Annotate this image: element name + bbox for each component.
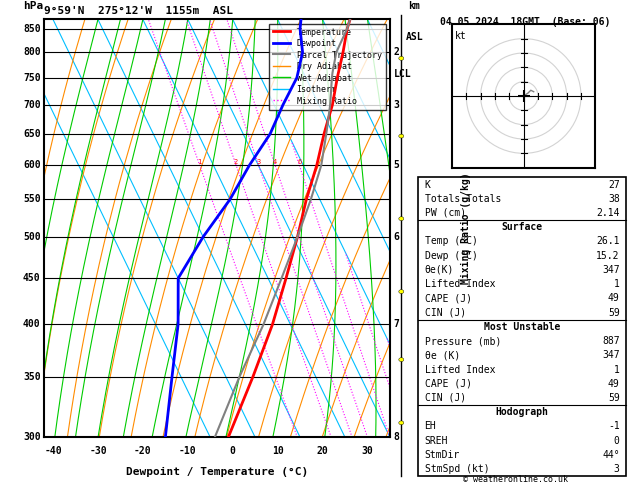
Text: 10: 10 <box>272 446 284 456</box>
Text: 550: 550 <box>23 194 40 205</box>
Text: 30: 30 <box>362 446 374 456</box>
Text: © weatheronline.co.uk: © weatheronline.co.uk <box>464 474 568 484</box>
Text: 1: 1 <box>614 364 620 375</box>
Text: 20: 20 <box>317 446 328 456</box>
Text: hPa: hPa <box>23 1 43 11</box>
Text: 600: 600 <box>23 160 40 170</box>
Text: 500: 500 <box>23 232 40 242</box>
Text: K: K <box>425 179 430 190</box>
Text: Dewp (°C): Dewp (°C) <box>425 251 477 260</box>
Text: 8: 8 <box>394 433 399 442</box>
Text: CAPE (J): CAPE (J) <box>425 379 472 389</box>
Text: 0: 0 <box>614 435 620 446</box>
Text: 59: 59 <box>608 393 620 403</box>
Text: 04.05.2024  18GMT  (Base: 06): 04.05.2024 18GMT (Base: 06) <box>440 17 610 27</box>
Text: Most Unstable: Most Unstable <box>484 322 560 332</box>
Text: 350: 350 <box>23 372 40 382</box>
Text: 650: 650 <box>23 129 40 139</box>
Text: θe(K): θe(K) <box>425 265 454 275</box>
Text: -20: -20 <box>134 446 152 456</box>
Text: Surface: Surface <box>501 222 543 232</box>
Text: 9°59'N  275°12'W  1155m  ASL: 9°59'N 275°12'W 1155m ASL <box>44 6 233 16</box>
Text: 4: 4 <box>273 159 277 165</box>
Text: 27: 27 <box>608 179 620 190</box>
Text: StmDir: StmDir <box>425 450 460 460</box>
Text: -1: -1 <box>608 421 620 432</box>
Text: θe (K): θe (K) <box>425 350 460 360</box>
Legend: Temperature, Dewpoint, Parcel Trajectory, Dry Adiabat, Wet Adiabat, Isotherm, Mi: Temperature, Dewpoint, Parcel Trajectory… <box>269 24 386 110</box>
Text: LCL: LCL <box>394 69 411 79</box>
Text: 26.1: 26.1 <box>596 236 620 246</box>
Text: 15.2: 15.2 <box>596 251 620 260</box>
Text: 7: 7 <box>394 319 399 330</box>
Text: km: km <box>408 1 420 11</box>
Text: 2: 2 <box>394 47 399 57</box>
Text: 3: 3 <box>614 464 620 474</box>
Text: Pressure (mb): Pressure (mb) <box>425 336 501 346</box>
Text: EH: EH <box>425 421 437 432</box>
Text: 3: 3 <box>394 100 399 110</box>
Text: 5: 5 <box>394 160 399 170</box>
Text: 49: 49 <box>608 294 620 303</box>
Text: Lifted Index: Lifted Index <box>425 279 495 289</box>
Text: kt: kt <box>455 32 467 41</box>
Text: ASL: ASL <box>405 32 423 42</box>
Text: 3: 3 <box>257 159 261 165</box>
Text: 49: 49 <box>608 379 620 389</box>
Text: Mixing Ratio (g/kg): Mixing Ratio (g/kg) <box>461 173 471 284</box>
Text: CAPE (J): CAPE (J) <box>425 294 472 303</box>
Text: 347: 347 <box>602 265 620 275</box>
Text: 6: 6 <box>298 159 301 165</box>
Text: 347: 347 <box>602 350 620 360</box>
Text: -40: -40 <box>44 446 62 456</box>
Text: 2.14: 2.14 <box>596 208 620 218</box>
Text: Dewpoint / Temperature (°C): Dewpoint / Temperature (°C) <box>126 467 308 477</box>
Text: 750: 750 <box>23 73 40 83</box>
Text: Temp (°C): Temp (°C) <box>425 236 477 246</box>
Text: StmSpd (kt): StmSpd (kt) <box>425 464 489 474</box>
Text: 850: 850 <box>23 23 40 34</box>
Text: 450: 450 <box>23 273 40 283</box>
Text: 1: 1 <box>198 159 202 165</box>
Text: 400: 400 <box>23 319 40 330</box>
Text: -10: -10 <box>179 446 197 456</box>
Text: Lifted Index: Lifted Index <box>425 364 495 375</box>
Text: CIN (J): CIN (J) <box>425 308 465 318</box>
Text: 0: 0 <box>230 446 236 456</box>
Text: 2: 2 <box>234 159 238 165</box>
Text: 38: 38 <box>608 194 620 204</box>
Text: Hodograph: Hodograph <box>496 407 548 417</box>
Text: Totals Totals: Totals Totals <box>425 194 501 204</box>
Text: 1: 1 <box>614 279 620 289</box>
Text: 887: 887 <box>602 336 620 346</box>
Text: 800: 800 <box>23 47 40 57</box>
Text: 300: 300 <box>23 433 40 442</box>
Text: 59: 59 <box>608 308 620 318</box>
Text: 44°: 44° <box>602 450 620 460</box>
Text: -30: -30 <box>89 446 107 456</box>
Text: SREH: SREH <box>425 435 448 446</box>
Text: CIN (J): CIN (J) <box>425 393 465 403</box>
Text: 6: 6 <box>394 232 399 242</box>
Text: PW (cm): PW (cm) <box>425 208 465 218</box>
Text: 700: 700 <box>23 100 40 110</box>
